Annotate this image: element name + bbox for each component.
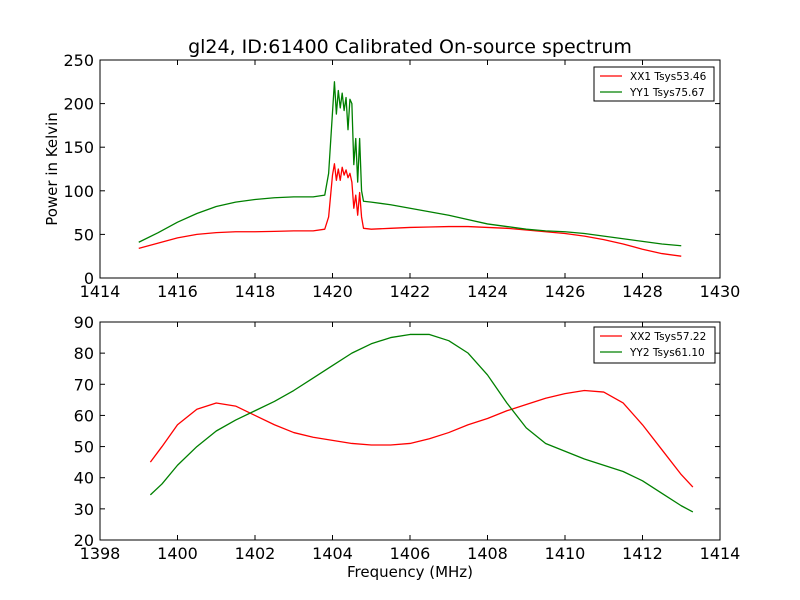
bottom-x-tick-label: 1402 bbox=[235, 544, 276, 563]
top-legend-label-2: YY1 Tsys75.67 bbox=[629, 87, 705, 99]
bottom-y-tick-label: 80 bbox=[74, 344, 94, 363]
bottom-legend: XX2 Tsys57.22 YY2 Tsys61.10 bbox=[593, 326, 716, 364]
bottom-x-axis-label: Frequency (MHz) bbox=[347, 563, 473, 581]
bottom-x-tick-label: 1400 bbox=[157, 544, 198, 563]
top-x-tick-label: 1428 bbox=[622, 282, 663, 301]
top-legend: XX1 Tsys53.46 YY1 Tsys75.67 bbox=[593, 66, 715, 102]
bottom-series-line-2 bbox=[149, 333, 694, 513]
top-x-tick-label: 1418 bbox=[235, 282, 276, 301]
top-x-tick-label: 1430 bbox=[700, 282, 741, 301]
top-x-tick-label: 1426 bbox=[545, 282, 586, 301]
top-series-line-1 bbox=[138, 163, 682, 257]
top-legend-label-1: XX1 Tsys53.46 bbox=[630, 71, 707, 83]
top-y-axis-label: Power in Kelvin bbox=[43, 112, 61, 226]
bottom-x-tick-label: 1408 bbox=[467, 544, 508, 563]
top-x-tick-label: 1420 bbox=[312, 282, 353, 301]
bottom-legend-label-2: YY2 Tsys61.10 bbox=[629, 347, 705, 359]
bottom-legend-label-1: XX2 Tsys57.22 bbox=[630, 331, 706, 343]
top-legend-box bbox=[593, 66, 715, 102]
top-x-tick-label: 1414 bbox=[80, 282, 121, 301]
top-y-tick-label: 100 bbox=[63, 182, 94, 201]
bottom-y-tick-label: 30 bbox=[74, 500, 94, 519]
top-x-tick-label: 1416 bbox=[157, 282, 198, 301]
bottom-x-tick-label: 1412 bbox=[622, 544, 663, 563]
bottom-x-tick-label: 1404 bbox=[312, 544, 353, 563]
top-x-tick-label: 1422 bbox=[390, 282, 431, 301]
bottom-x-tick-label: 1398 bbox=[80, 544, 121, 563]
top-y-tick-label: 0 bbox=[84, 269, 94, 288]
bottom-series-line-1 bbox=[149, 389, 694, 488]
bottom-y-tick-label: 20 bbox=[74, 531, 94, 550]
chart-title: gl24, ID:61400 Calibrated On-source spec… bbox=[188, 36, 632, 58]
bottom-x-tick-label: 1410 bbox=[545, 544, 586, 563]
bottom-x-tick-label: 1414 bbox=[700, 544, 741, 563]
bottom-y-tick-label: 60 bbox=[74, 406, 94, 425]
bottom-x-tick-label: 1406 bbox=[390, 544, 431, 563]
bottom-y-tick-label: 70 bbox=[74, 375, 94, 394]
top-series-line-2 bbox=[138, 81, 682, 247]
top-y-tick-label: 150 bbox=[63, 138, 94, 157]
top-y-tick-label: 250 bbox=[63, 51, 94, 70]
bottom-y-tick-label: 90 bbox=[74, 313, 94, 332]
bottom-legend-box bbox=[593, 326, 716, 364]
bottom-y-tick-label: 40 bbox=[74, 469, 94, 488]
bottom-panel: Frequency (MHz) 1398 1400 1402 1404 1406 1408… bbox=[74, 313, 741, 581]
top-x-tick-label: 1424 bbox=[467, 282, 508, 301]
top-panel: Power in Kelvin 1414 1416 1418 1420 1422 1424… bbox=[43, 51, 740, 301]
bottom-y-tick-label: 50 bbox=[74, 438, 94, 457]
top-y-tick-label: 200 bbox=[63, 95, 94, 114]
top-y-tick-label: 50 bbox=[74, 225, 94, 244]
